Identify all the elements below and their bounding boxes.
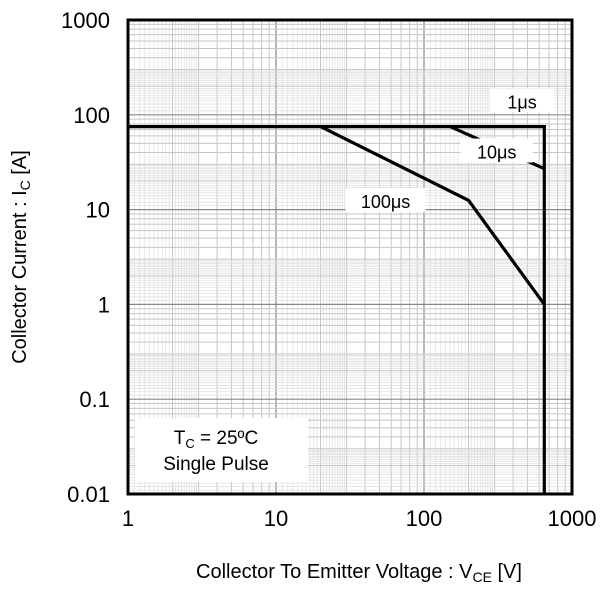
tick-label-layer: 1 10 100 1000 0.01 0.1 1 10 100 1000 xyxy=(61,8,596,531)
x-axis-label-main: Collector To Emitter Voltage : V xyxy=(196,561,473,583)
annotation-tc-rest: = 25ºC xyxy=(195,428,258,449)
series-label-1us: 1μs xyxy=(507,92,536,112)
annotation-tc-sub: C xyxy=(185,436,194,451)
y-tick-label: 1000 xyxy=(61,8,110,33)
x-axis-label-unit: [V] xyxy=(492,561,522,583)
x-tick-label: 10 xyxy=(264,506,288,531)
series-label-100us: 100μs xyxy=(361,192,410,212)
x-tick-label: 100 xyxy=(406,506,443,531)
x-tick-label: 1000 xyxy=(548,506,597,531)
annotation-line2: Single Pulse xyxy=(163,454,269,475)
series-label-layer: 1μs 10μs 100μs xyxy=(345,88,555,213)
y-tick-label: 10 xyxy=(86,198,110,223)
y-tick-label: 0.1 xyxy=(79,387,110,412)
series-1us xyxy=(128,124,546,494)
x-tick-label: 1 xyxy=(122,506,134,531)
x-axis-label-sub: CE xyxy=(472,569,491,585)
annotation-line1: TC = 25ºC xyxy=(174,428,258,451)
y-axis-label-sub: C xyxy=(17,180,33,190)
series-label-bg xyxy=(345,188,426,213)
y-axis-label-unit: [A] xyxy=(9,150,31,180)
annotation-box xyxy=(135,418,308,482)
series-100us xyxy=(319,125,546,306)
y-axis-label: Collector Current : IC [A] xyxy=(9,150,33,364)
y-tick-label: 100 xyxy=(73,103,110,128)
grid-layer xyxy=(127,20,572,495)
plot-frame xyxy=(126,18,574,496)
y-tick-label: 0.01 xyxy=(67,482,110,507)
annotation-tc-main: T xyxy=(174,428,186,449)
series-label-10us: 10μs xyxy=(477,143,516,163)
y-tick-label: 1 xyxy=(98,292,110,317)
y-axis-label-main: Collector Current : I xyxy=(9,190,31,363)
series-label-bg xyxy=(490,88,555,113)
series-label-bg xyxy=(460,138,533,163)
x-axis-label: Collector To Emitter Voltage : VCE [V] xyxy=(196,561,522,585)
